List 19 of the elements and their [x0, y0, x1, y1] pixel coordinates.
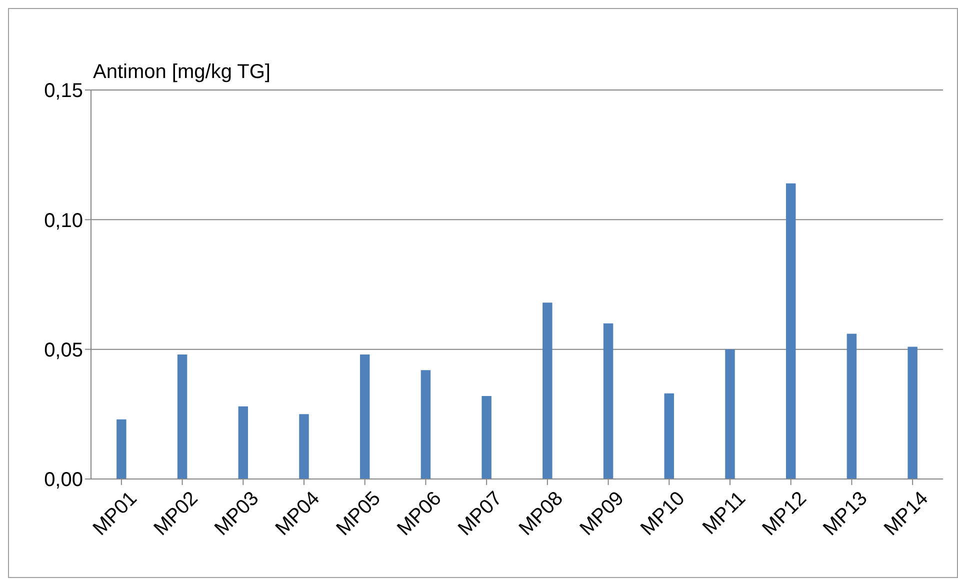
bar: [238, 406, 248, 479]
y-axis-title: Antimon [mg/kg TG]: [93, 61, 270, 84]
bar: [420, 370, 431, 479]
bar: [664, 393, 674, 479]
y-tick-label: 0,05: [44, 339, 83, 362]
bar: [786, 183, 796, 479]
bar: [603, 323, 614, 479]
bar: [177, 354, 188, 479]
bar: [482, 396, 492, 479]
y-tick-label: 0,00: [44, 469, 83, 492]
bar: [846, 334, 857, 479]
y-tick-label: 0,15: [44, 80, 83, 102]
bar: [299, 414, 309, 479]
bar: [116, 419, 126, 479]
bar: [542, 302, 552, 479]
y-tick-label: 0,10: [44, 210, 83, 232]
bar: [725, 349, 735, 479]
bar: [360, 354, 370, 479]
bar: [908, 346, 918, 479]
